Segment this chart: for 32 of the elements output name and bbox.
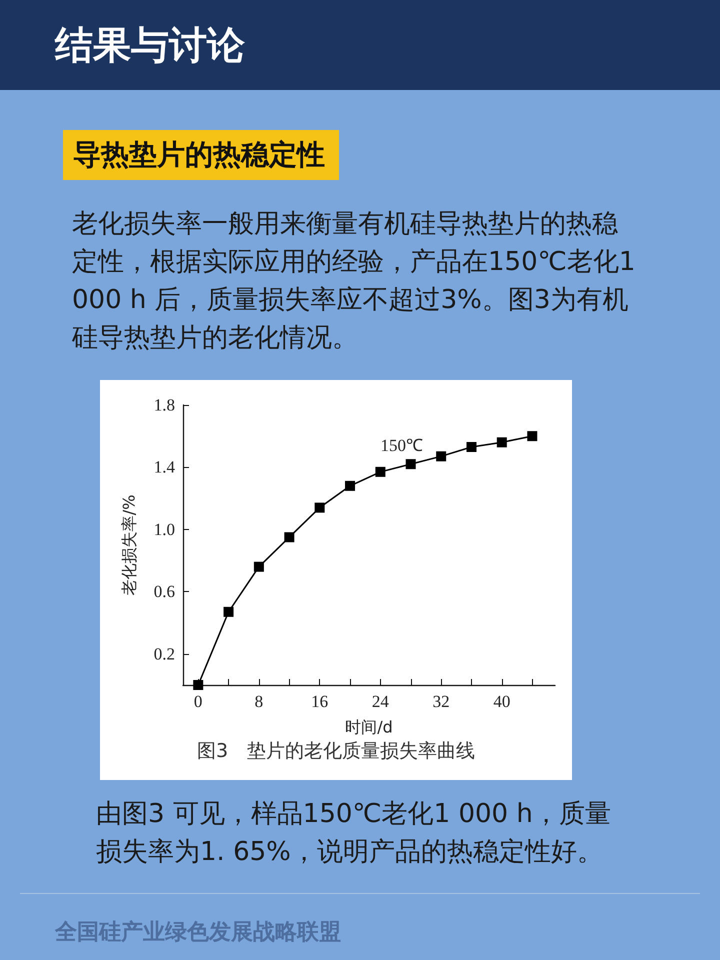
point <box>284 532 294 542</box>
text: 全国硅产业绿色发展战略联盟 <box>55 919 341 947</box>
point <box>496 437 507 448</box>
point <box>466 442 476 452</box>
y-tick-label: 0.2 <box>154 644 175 664</box>
x-tick-label: 8 <box>254 692 264 711</box>
x-tick-label: 16 <box>311 692 328 711</box>
point <box>436 451 446 462</box>
caption: 图3 垫片的老化质量损失率曲线 <box>196 739 476 764</box>
chart-subtitle: 导热垫片的热稳定性 <box>63 130 339 180</box>
x-tick-label: 40 <box>493 692 510 711</box>
point <box>193 680 204 690</box>
y-axis-title: 老化损失率/% <box>120 494 138 596</box>
text: 由图3 可见，样品150℃老化1 000 h，质量损失率为1. 65%，说明产品的热稳定性好。 <box>96 798 612 869</box>
chart-title: 结果与讨论 <box>55 22 245 69</box>
text: 老化损失率一般用来衡量有机硅导热垫片的热稳定性，根据实际应用的经验，产品在150℃老化1 000 h 后，质量损失率应不超过3%。图3为有机硅导热垫片的老化情况。 <box>72 208 636 355</box>
point <box>406 459 416 470</box>
x-tick-label: 32 <box>432 692 450 711</box>
series-label: 150℃ <box>380 436 424 456</box>
x-tick-label: 0 <box>194 692 202 711</box>
point <box>224 606 234 617</box>
y-tick-label: 1.0 <box>154 520 175 539</box>
point <box>375 466 386 477</box>
y-tick-label: 1.8 <box>154 396 175 414</box>
y-tick-label: 0.6 <box>154 582 175 602</box>
point <box>314 502 325 513</box>
y-tick-label: 1.4 <box>154 458 176 477</box>
point <box>527 431 538 442</box>
x-tick-label: 24 <box>372 692 390 711</box>
x-axis-title: 时间/d <box>345 718 393 736</box>
point <box>345 480 356 491</box>
point <box>254 562 264 572</box>
